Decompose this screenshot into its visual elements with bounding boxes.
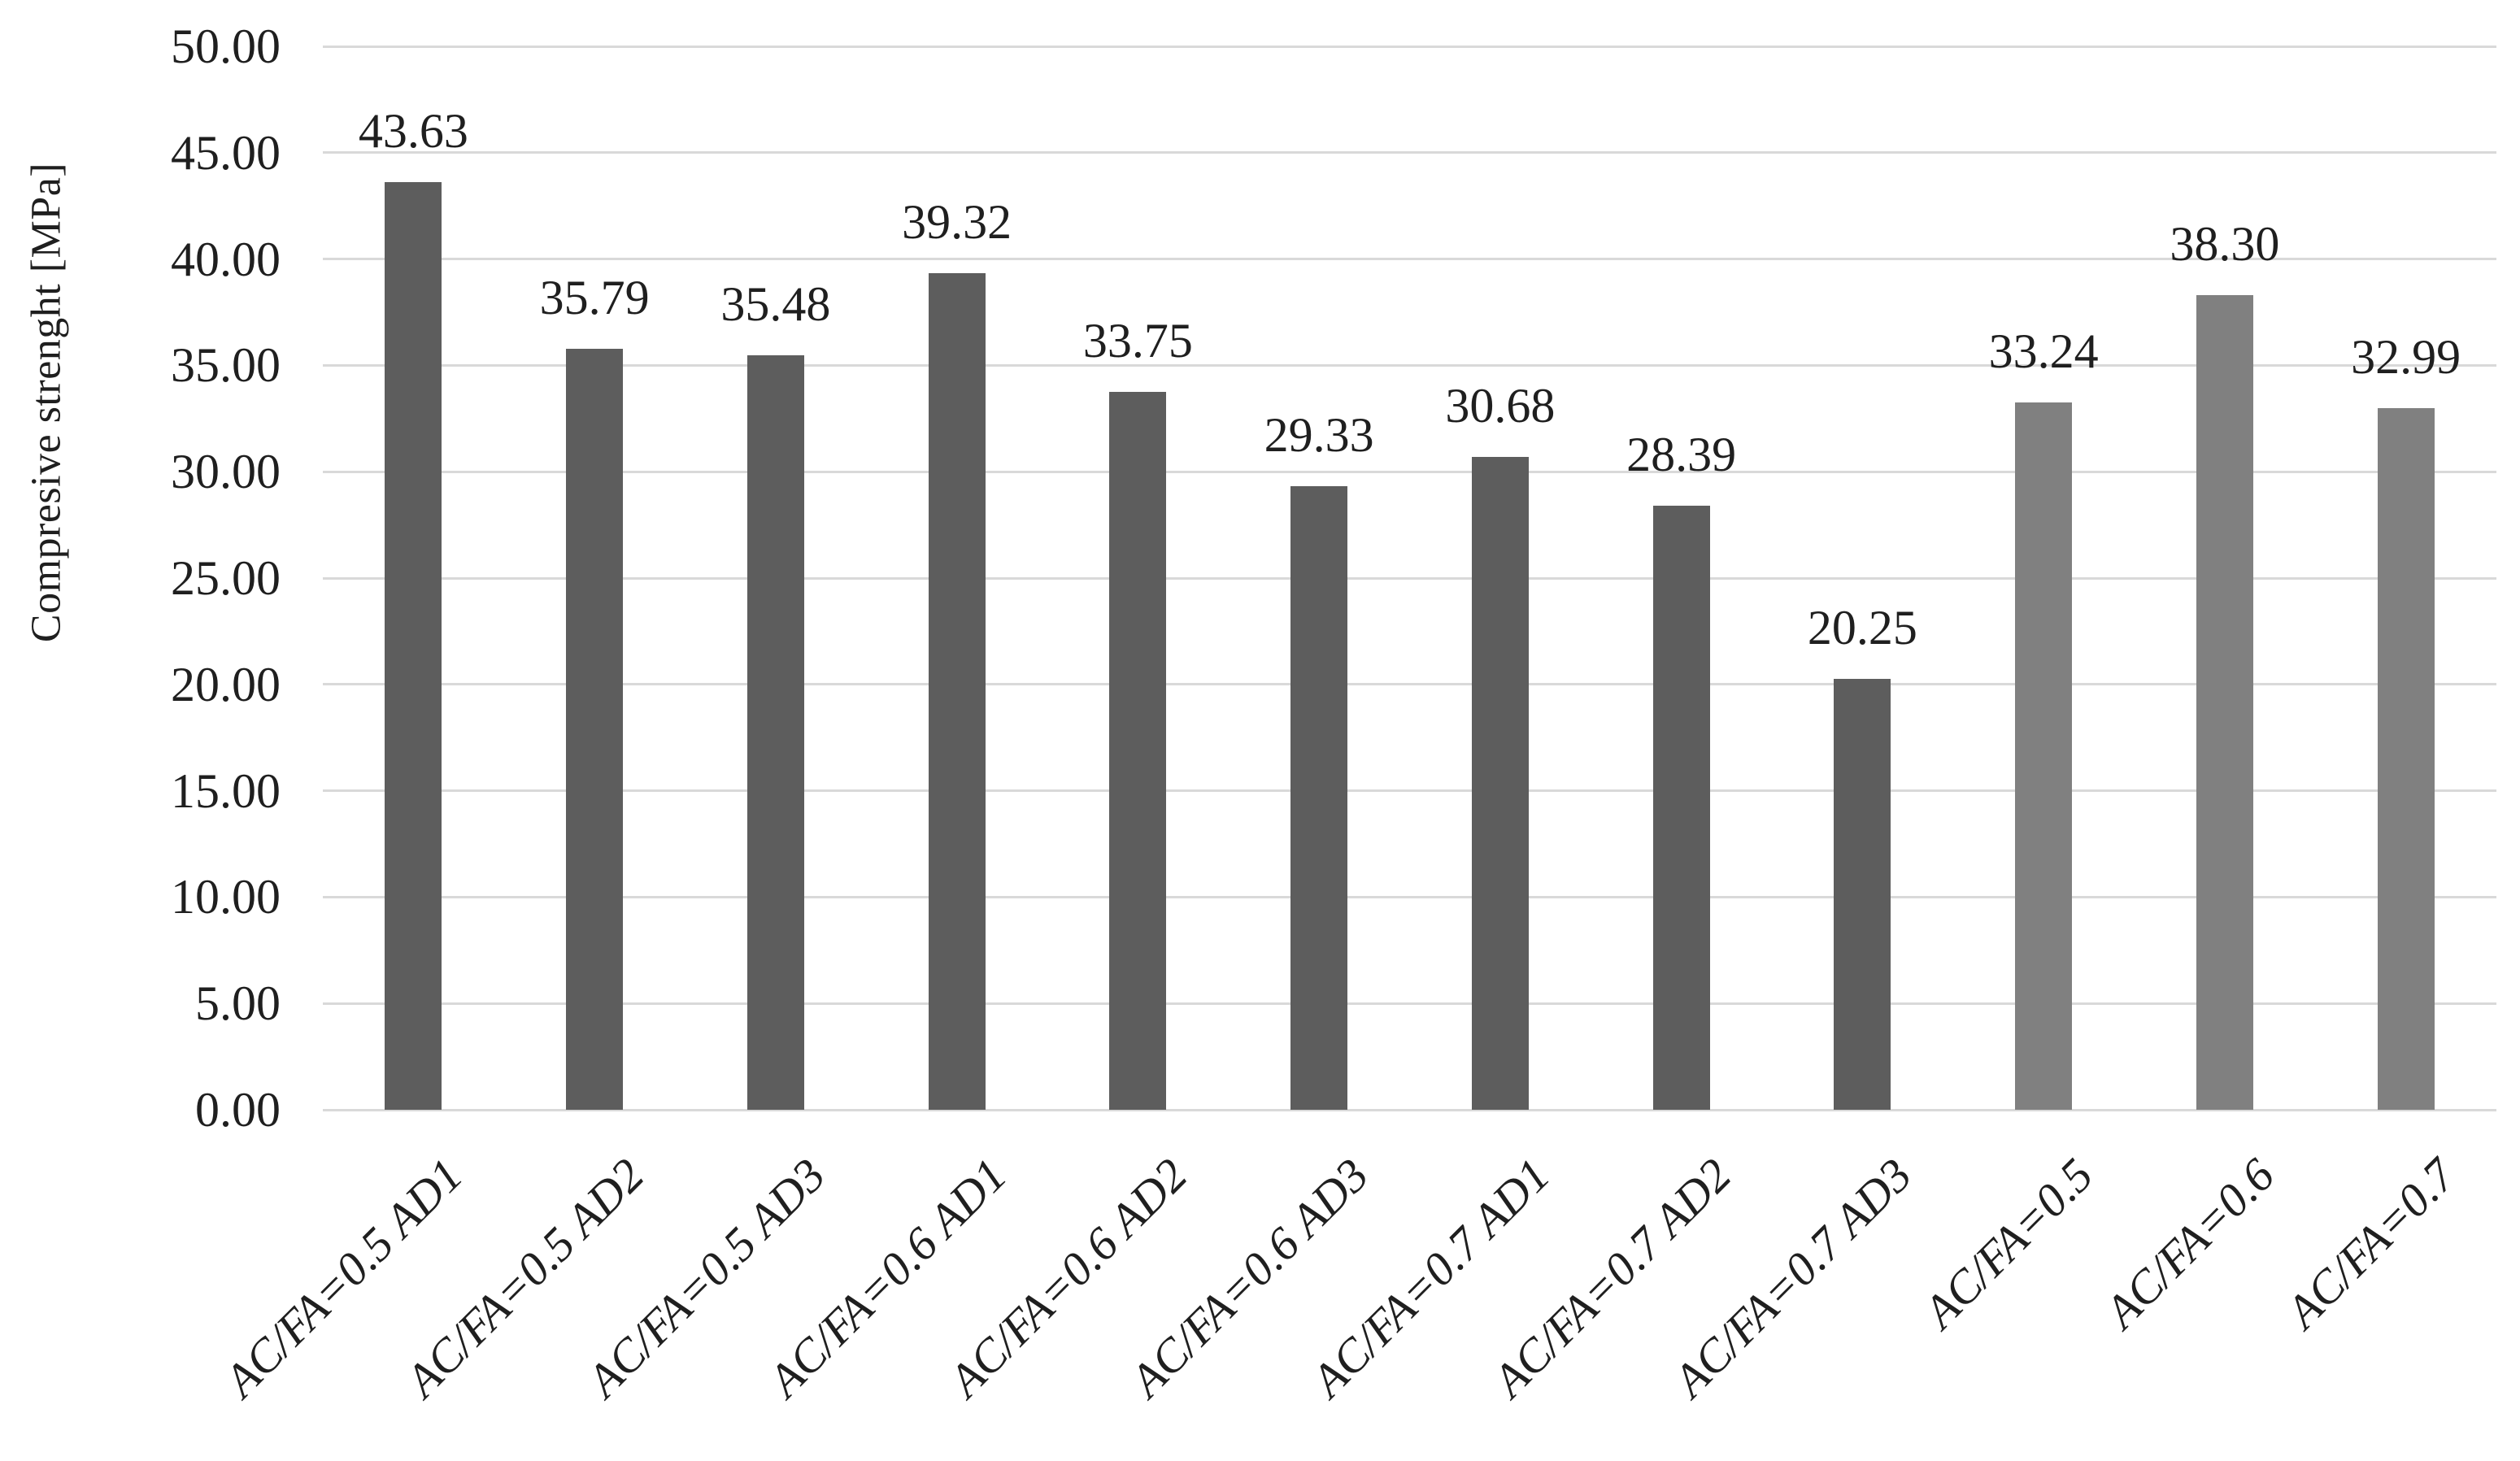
y-tick-label: 40.00 — [171, 232, 281, 286]
gridline — [323, 789, 2496, 793]
bar-value-label: 20.25 — [1807, 601, 1917, 655]
gridline — [323, 470, 2496, 473]
y-tick-label: 5.00 — [195, 976, 281, 1031]
y-tick-label: 25.00 — [171, 551, 281, 605]
bar-ac-fa-0.6-ad1 — [928, 273, 986, 1110]
bar-ac-fa-0.6 — [2196, 295, 2253, 1110]
bar-ac-fa-0.5-ad2 — [566, 348, 624, 1110]
bar-ac-fa-0.6-ad3 — [1290, 485, 1348, 1110]
bar-value-label: 33.24 — [1988, 324, 2099, 379]
bar-value-label: 35.48 — [720, 276, 831, 331]
gridline — [323, 1002, 2496, 1005]
gridline — [323, 151, 2496, 154]
gridline — [323, 1108, 2496, 1111]
bar-ac-fa-0.5 — [2015, 402, 2073, 1110]
gridline — [323, 258, 2496, 261]
y-tick-label: 50.00 — [171, 20, 281, 73]
bar-value-label: 33.75 — [1082, 314, 1193, 368]
gridline — [323, 45, 2496, 48]
bar-ac-fa-0.6-ad2 — [1109, 392, 1167, 1110]
gridline — [323, 576, 2496, 580]
gridline — [323, 363, 2496, 367]
y-tick-label: 15.00 — [171, 763, 281, 818]
bar-ac-fa-0.7 — [2377, 407, 2435, 1110]
y-tick-label: 45.00 — [171, 125, 281, 180]
gridline — [323, 683, 2496, 686]
bar-ac-fa-0.5-ad1 — [385, 181, 442, 1110]
bar-ac-fa-0.5-ad3 — [746, 354, 804, 1110]
bar-ac-fa-0.7-ad2 — [1652, 506, 1710, 1110]
bar-ac-fa-0.7-ad1 — [1471, 457, 1529, 1110]
bar-value-label: 35.79 — [539, 270, 650, 324]
y-tick-label: 0.00 — [195, 1083, 281, 1137]
bar-value-label: 28.39 — [1626, 428, 1737, 482]
y-tick-label: 30.00 — [171, 445, 281, 499]
y-tick-label: 35.00 — [171, 338, 281, 393]
bar-value-label: 38.30 — [2170, 217, 2280, 272]
bar-ac-fa-0.7-ad3 — [1834, 679, 1891, 1110]
bar-value-label: 39.32 — [902, 195, 1012, 250]
y-tick-label: 20.00 — [171, 657, 281, 711]
gridline — [323, 895, 2496, 898]
bar-value-label: 32.99 — [2351, 329, 2461, 384]
bar-value-label: 30.68 — [1445, 379, 1556, 433]
y-tick-label: 10.00 — [171, 870, 281, 924]
bar-value-label: 43.63 — [358, 103, 468, 158]
bar-value-label: 29.33 — [1264, 407, 1374, 462]
